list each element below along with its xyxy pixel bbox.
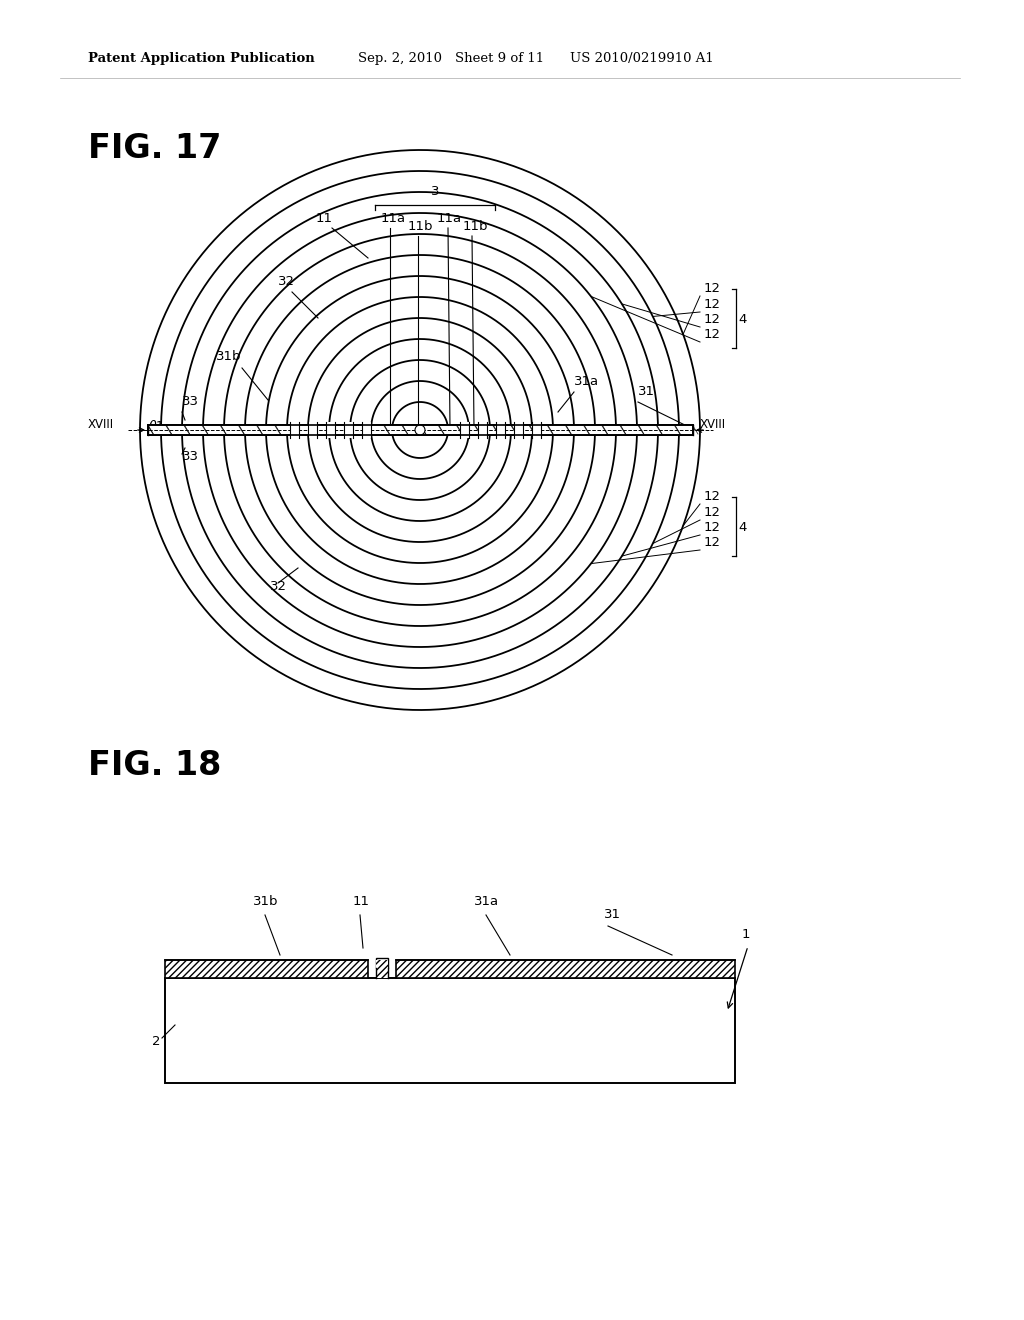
Bar bbox=[395, 960, 735, 978]
Text: 31a: 31a bbox=[574, 375, 599, 388]
Text: 12: 12 bbox=[705, 313, 721, 326]
Text: XVIII: XVIII bbox=[88, 418, 114, 432]
Text: 1: 1 bbox=[742, 928, 751, 941]
Text: 12: 12 bbox=[705, 327, 721, 341]
Bar bbox=[376, 960, 388, 978]
Text: 2: 2 bbox=[152, 1035, 161, 1048]
Text: 31: 31 bbox=[604, 908, 621, 921]
Bar bbox=[148, 425, 693, 436]
Text: 32: 32 bbox=[270, 579, 287, 593]
Bar bbox=[148, 425, 693, 436]
Text: 3: 3 bbox=[431, 185, 439, 198]
Text: 11b: 11b bbox=[463, 220, 488, 234]
Text: 12: 12 bbox=[705, 536, 721, 549]
Text: FIG. 18: FIG. 18 bbox=[88, 748, 221, 781]
Bar bbox=[362, 422, 371, 438]
Bar bbox=[165, 978, 735, 1082]
Text: 33: 33 bbox=[182, 450, 199, 463]
Bar bbox=[326, 422, 335, 438]
Text: 12: 12 bbox=[705, 282, 721, 294]
Text: Patent Application Publication: Patent Application Publication bbox=[88, 51, 314, 65]
Text: 11a: 11a bbox=[437, 213, 462, 224]
Bar bbox=[532, 422, 541, 438]
Text: 33: 33 bbox=[182, 395, 199, 408]
Text: 11a: 11a bbox=[381, 213, 407, 224]
Text: $\theta$1: $\theta$1 bbox=[148, 418, 165, 433]
Text: 11: 11 bbox=[316, 213, 333, 224]
Text: 4: 4 bbox=[738, 521, 746, 535]
Bar bbox=[165, 960, 368, 978]
Text: 12: 12 bbox=[705, 521, 721, 535]
Text: 31: 31 bbox=[638, 385, 655, 399]
Text: 31b: 31b bbox=[216, 350, 242, 363]
Bar bbox=[376, 958, 388, 968]
Text: Sep. 2, 2010: Sep. 2, 2010 bbox=[358, 51, 442, 65]
Text: FIG. 17: FIG. 17 bbox=[88, 132, 221, 165]
Text: 31a: 31a bbox=[474, 895, 499, 908]
Text: Sheet 9 of 11: Sheet 9 of 11 bbox=[455, 51, 544, 65]
Text: 4: 4 bbox=[738, 313, 746, 326]
Text: 11b: 11b bbox=[408, 220, 433, 234]
Bar bbox=[344, 422, 353, 438]
Bar bbox=[290, 422, 299, 438]
Bar bbox=[308, 422, 317, 438]
Text: US 2010/0219910 A1: US 2010/0219910 A1 bbox=[570, 51, 714, 65]
Text: 31b: 31b bbox=[253, 895, 279, 908]
Text: 12: 12 bbox=[705, 490, 721, 503]
Bar bbox=[496, 422, 505, 438]
Text: 12: 12 bbox=[705, 298, 721, 312]
Text: 12: 12 bbox=[705, 506, 721, 519]
Bar bbox=[148, 425, 693, 436]
Bar bbox=[514, 422, 523, 438]
Bar bbox=[460, 422, 469, 438]
Bar bbox=[478, 422, 487, 438]
Text: 32: 32 bbox=[278, 275, 295, 288]
Text: XVIII: XVIII bbox=[700, 418, 726, 432]
Circle shape bbox=[415, 425, 425, 436]
Text: 11: 11 bbox=[353, 895, 370, 908]
